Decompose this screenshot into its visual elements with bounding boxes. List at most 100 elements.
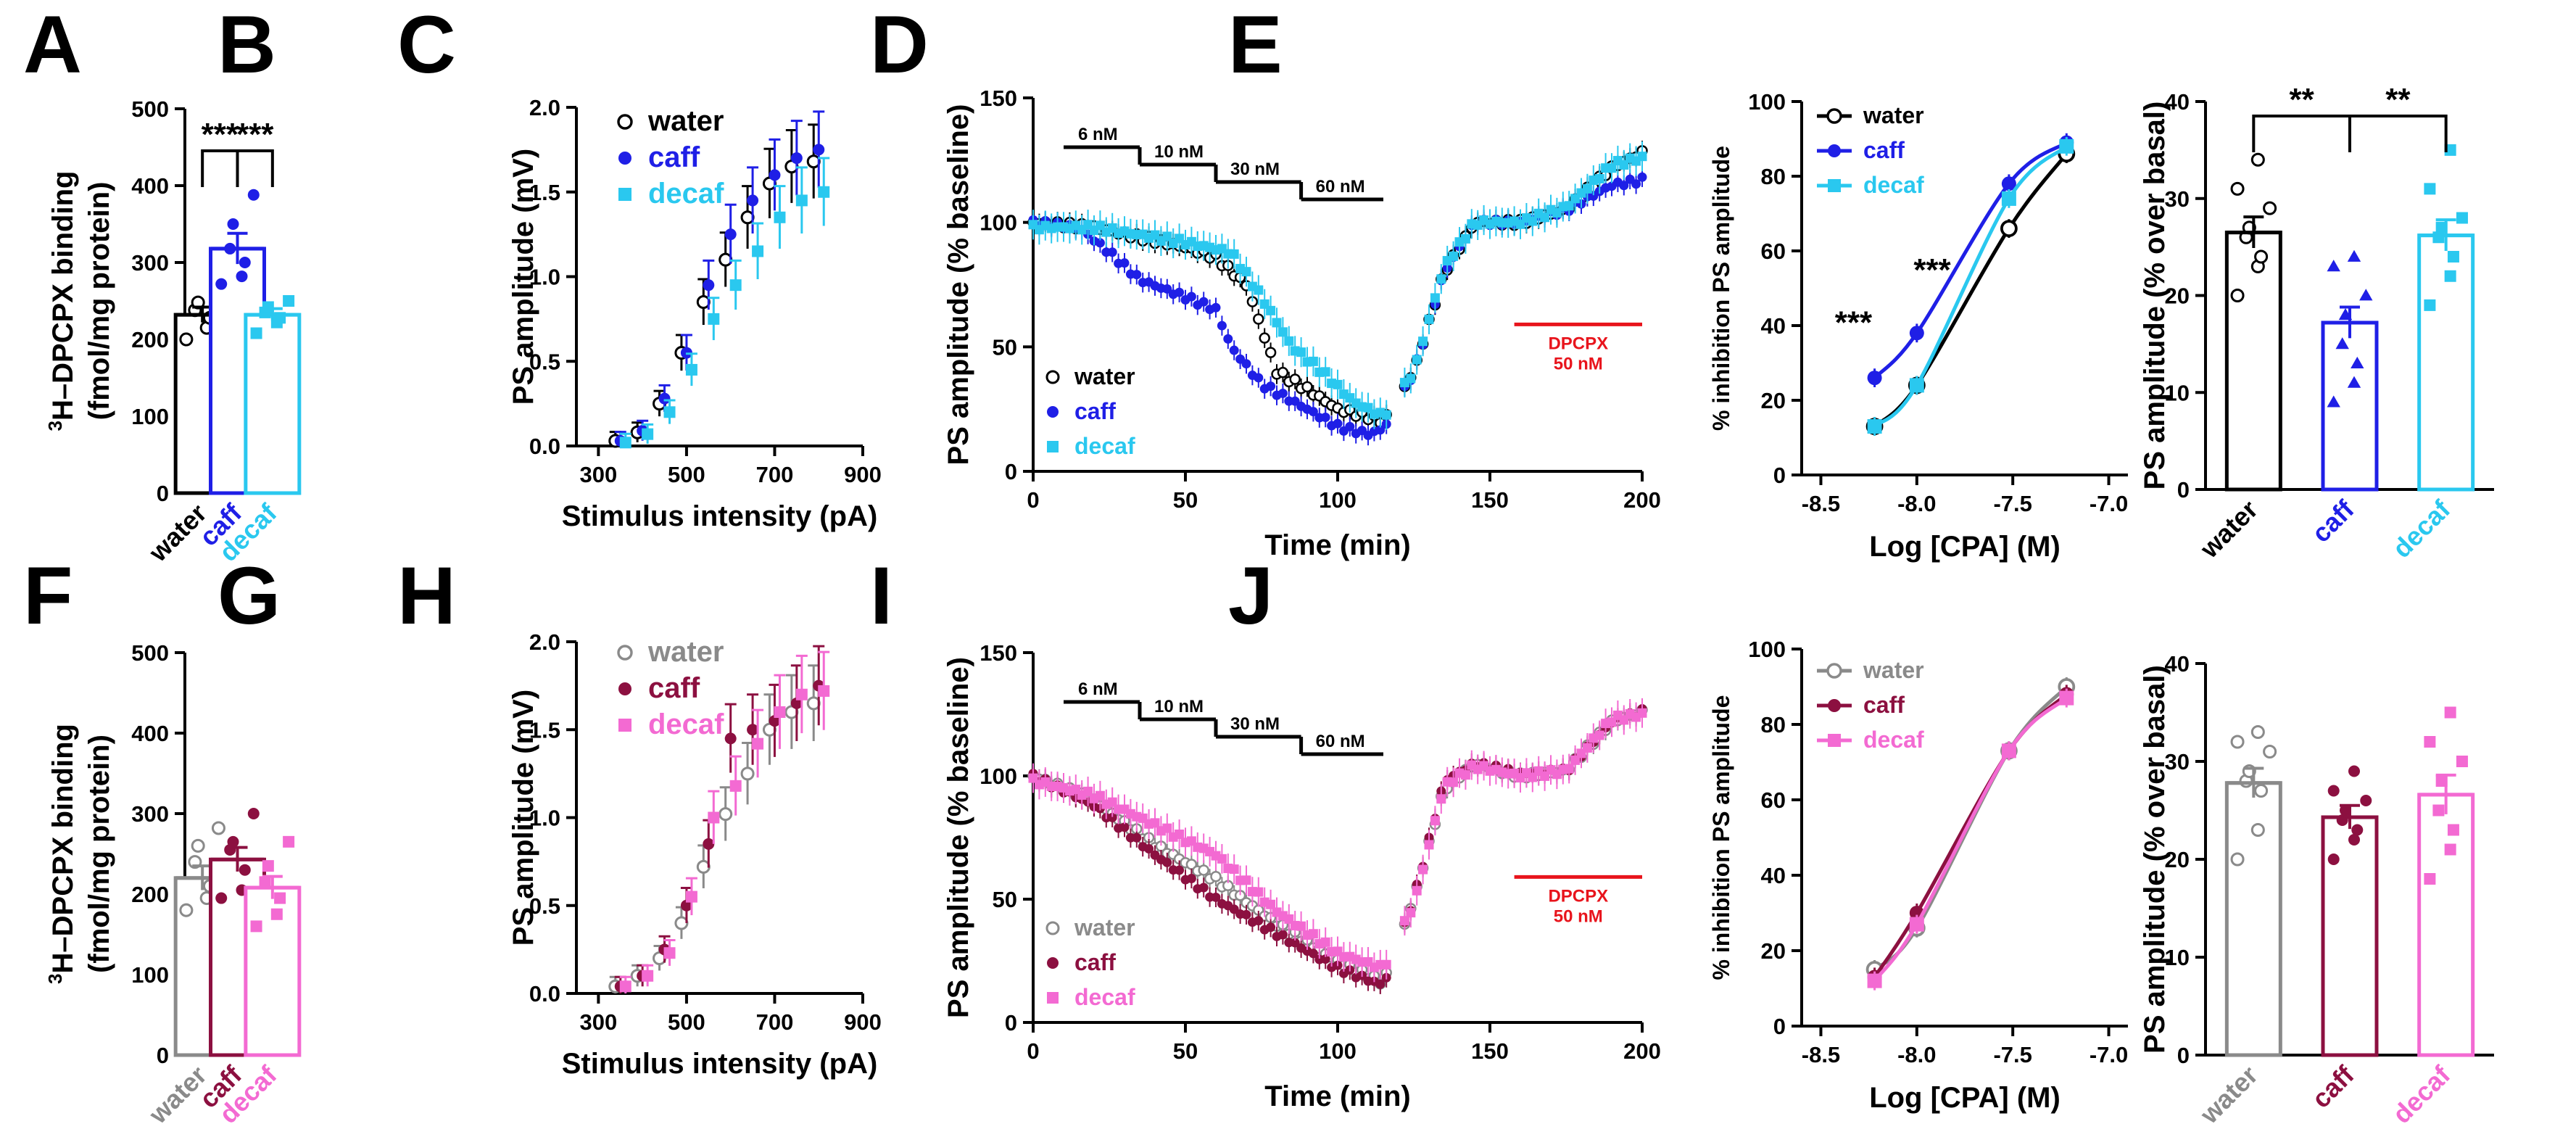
data-point-water [2254, 249, 2269, 264]
panel-B-y-tick-label: 0.0 [529, 434, 560, 459]
panel-D-x-tick-label: -8.0 [1897, 491, 1936, 516]
data-point-decaf [1412, 885, 1422, 896]
legend-label-water: water [647, 105, 724, 137]
data-point-water [2230, 288, 2245, 303]
data-point-caff [747, 194, 759, 207]
concentration-label: 6 nM [1078, 679, 1118, 699]
data-point-decaf [1308, 356, 1318, 366]
data-point-decaf [2424, 873, 2436, 885]
panel-A-y-tick-label: 300 [131, 250, 169, 276]
panel-H-x-tick-label: 0 [1027, 1038, 1039, 1064]
panel-letter-B: B [218, 0, 276, 90]
data-point-decaf [1909, 378, 1924, 393]
panel-D-x-tick-label: -8.5 [1802, 491, 1840, 516]
data-point-caff [1223, 334, 1233, 344]
panel-F-y-title-2: (fmol/mg protein) [83, 735, 115, 973]
data-point-water [1289, 373, 1301, 385]
data-point-caff [1308, 948, 1318, 959]
legend-label-water: water [647, 636, 724, 668]
data-point-decaf [1637, 708, 1647, 718]
data-point-caff [2335, 337, 2349, 350]
data-point-caff [1867, 371, 1882, 386]
panel-B-x-tick-label: 500 [668, 462, 705, 487]
data-point-caff [1175, 287, 1185, 297]
data-point-decaf [1582, 743, 1592, 753]
data-point-caff [1198, 297, 1209, 307]
data-point-decaf [274, 892, 286, 904]
bar-decaf [244, 313, 302, 495]
panel-B-y-tick-label: 1.0 [529, 265, 560, 290]
dpcpx-concentration: 50 nM [1554, 906, 1603, 926]
panel-D-y-tick-label: 60 [1761, 239, 1786, 264]
legend-label-decaf: decaf [648, 708, 724, 740]
legend-marker-caff [1828, 699, 1841, 712]
data-point-caff [680, 899, 692, 912]
panel-E-y-tick-label: 40 [2165, 89, 2190, 115]
data-point-decaf [619, 980, 631, 993]
panel-F-y-tick-label: 0 [157, 1043, 169, 1068]
panel-D-y-title: % inhibition PS amplitude [1708, 146, 1734, 431]
fit-curve-decaf [1873, 144, 2068, 428]
data-point-water [2254, 783, 2269, 798]
significance-bracket [2252, 115, 2351, 152]
panel-D-x-title: Log [CPA] (M) [1869, 531, 2061, 563]
panel-E-y-tick-label: 30 [2165, 186, 2190, 212]
data-point-decaf [752, 245, 764, 257]
data-point-water [2250, 152, 2265, 167]
data-point-decaf [1637, 152, 1647, 162]
data-point-caff [1277, 930, 1288, 940]
data-point-decaf [2001, 191, 2016, 206]
data-point-caff [1107, 247, 1117, 257]
data-point-caff [2351, 356, 2364, 369]
data-point-water [1259, 332, 1270, 344]
panel-C-x-title: Time (min) [1264, 529, 1411, 561]
data-point-decaf [2424, 736, 2436, 748]
data-point-decaf [2447, 251, 2459, 263]
significance-label: ** [2385, 82, 2411, 117]
data-point-decaf [1254, 887, 1264, 897]
data-point-decaf [1594, 730, 1604, 740]
legend-marker-water [1045, 370, 1060, 384]
panel-A-y-tick-label: 200 [131, 327, 169, 352]
panel-J-y-tick-label: 30 [2165, 749, 2190, 774]
panel-J-y-tick-label: 0 [2177, 1043, 2190, 1068]
data-point-water [1301, 381, 1313, 393]
panel-E-y-tick-label: 0 [2177, 477, 2190, 503]
panel-D-x-tick-label: -7.0 [2090, 491, 2128, 516]
data-point-decaf [259, 876, 271, 888]
panel-B-x-tick-label: 700 [756, 462, 794, 487]
data-point-decaf [642, 428, 654, 440]
panel-F-y-tick-label: 100 [131, 962, 169, 988]
panel-C-y-tick-label: 50 [993, 334, 1017, 360]
data-point-water [2263, 744, 2277, 759]
data-point-decaf [2424, 183, 2436, 195]
panel-C-y-tick-label: 100 [980, 210, 1017, 236]
concentration-label: 10 nM [1154, 142, 1204, 162]
concentration-label: 6 nM [1078, 125, 1118, 144]
panel-letter-J: J [1228, 550, 1273, 641]
legend-marker-decaf [618, 188, 631, 201]
data-point-decaf [1272, 318, 1282, 328]
data-point-decaf [2447, 824, 2459, 836]
legend-marker-water [617, 114, 633, 130]
data-point-caff [1144, 844, 1154, 854]
legend-marker-caff [618, 152, 631, 165]
data-point-caff [1290, 938, 1300, 948]
significance-label: *** [202, 117, 239, 152]
panel-letter-H: H [397, 550, 456, 641]
data-point-decaf [2456, 212, 2468, 224]
legend-marker-caff [1047, 406, 1059, 418]
data-point-caff [1266, 922, 1276, 933]
data-point-caff [1162, 284, 1172, 294]
panel-D-x-tick-label: -7.5 [1993, 491, 2032, 516]
data-point-caff [1198, 882, 1209, 893]
data-point-decaf [250, 327, 262, 339]
data-point-decaf [1449, 777, 1459, 788]
data-point-caff [236, 270, 248, 283]
category-label-water: water [2194, 495, 2264, 564]
data-point-decaf [1449, 251, 1459, 261]
panel-B-y-tick-label: 2.0 [529, 95, 560, 120]
panel-letter-I: I [870, 550, 893, 641]
data-point-caff [239, 257, 251, 268]
data-point-caff [1119, 822, 1130, 832]
